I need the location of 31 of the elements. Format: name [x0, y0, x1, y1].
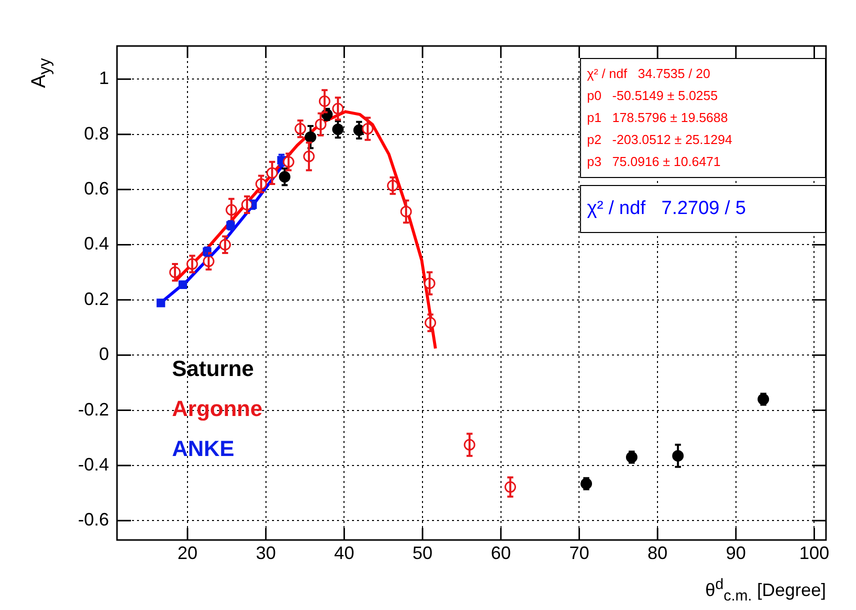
annotation: p1 178.5796 ± 19.5688	[587, 109, 729, 127]
y-tick-label: -0.2	[78, 399, 109, 420]
text: Saturne	[172, 356, 255, 383]
point	[156, 298, 166, 308]
text: Argonne	[172, 396, 262, 423]
stats-box: χ² / ndf 7.2709 / 5	[580, 185, 826, 233]
x-tick-label: 90	[726, 542, 746, 563]
point	[178, 280, 188, 290]
x-tick-label: 20	[177, 542, 198, 563]
x-tick-label: 50	[412, 542, 433, 563]
y-tick-label: 0	[98, 344, 109, 364]
x-tick-label: 100	[799, 542, 830, 563]
y-tick-label: -0.4	[78, 454, 109, 474]
x-tick-label: 80	[648, 542, 668, 563]
annotation: p3 75.0916 ± 10.6471	[587, 153, 722, 171]
x-tick-label: 40	[334, 542, 354, 563]
x-axis-title: θ$^{d}$$_{c.m.}$ [Degree]	[705, 576, 826, 605]
annotation: p2 -203.0512 ± 25.1294	[587, 131, 734, 149]
y-tick-label: 0.2	[84, 288, 109, 309]
x-tick-label: 30	[256, 542, 276, 563]
y-tick-label: 0.4	[84, 234, 109, 254]
y-tick-label: 0.6	[84, 178, 109, 198]
x-tick-label: 60	[490, 542, 511, 563]
x-tick-label: 70	[569, 542, 590, 563]
text: ANKE	[172, 436, 236, 463]
annotation: χ² / ndf 7.2709 / 5	[587, 198, 747, 220]
annotation: χ² / ndf 34.7535 / 20	[587, 65, 712, 83]
y-tick-label: -0.6	[78, 510, 109, 530]
y-tick-label: 1	[98, 68, 109, 88]
annotation: p0 -50.5149 ± 5.0255	[587, 87, 719, 105]
y-tick-label: 0.8	[84, 123, 109, 144]
